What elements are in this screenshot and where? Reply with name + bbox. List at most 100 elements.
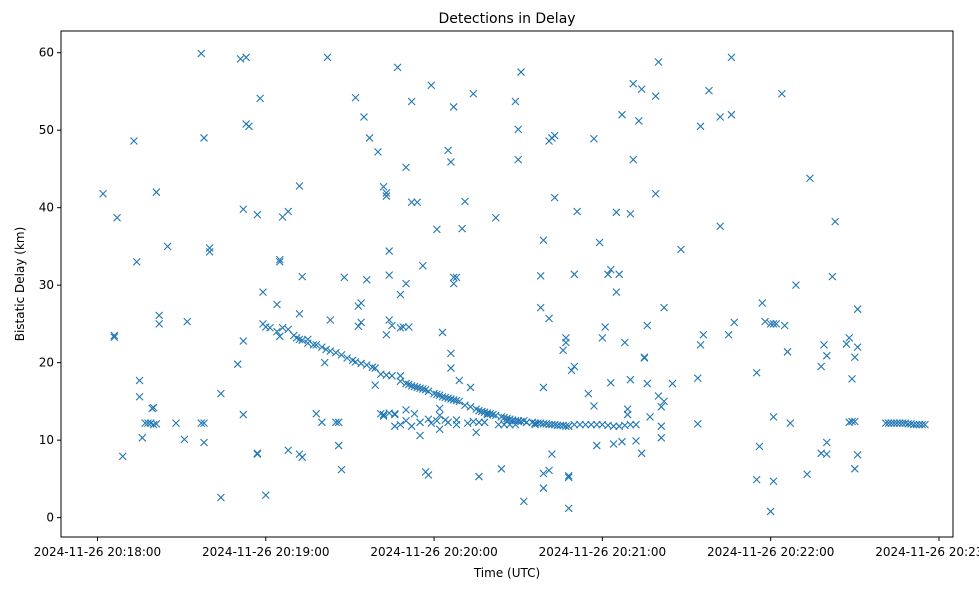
data-point [447, 364, 455, 372]
data-point [466, 383, 475, 392]
data-point [668, 379, 677, 388]
data-point [629, 79, 638, 88]
data-point [786, 419, 795, 427]
data-point [654, 58, 663, 66]
data-point [503, 414, 511, 423]
data-point [559, 346, 567, 355]
data-point [912, 420, 921, 429]
data-point [205, 247, 214, 256]
data-point [253, 450, 262, 458]
data-point [444, 146, 452, 155]
data-point [632, 420, 640, 429]
data-point [441, 393, 450, 402]
data-point [357, 359, 366, 368]
data-point [455, 376, 464, 385]
data-point [519, 497, 528, 506]
data-point [239, 337, 248, 345]
data-point [881, 419, 890, 427]
data-point [486, 409, 495, 418]
chart-title: Detections in Delay [438, 11, 575, 27]
data-point [850, 417, 859, 426]
y-tick-label: 20 [39, 356, 54, 370]
data-point [716, 222, 725, 231]
data-point [261, 323, 270, 331]
plot-area [60, 30, 954, 538]
data-point [418, 385, 427, 393]
data-point [550, 131, 559, 140]
data-point [334, 418, 343, 427]
data-point [783, 347, 792, 356]
data-point [564, 471, 573, 480]
data-point [155, 320, 164, 328]
data-point [149, 403, 158, 412]
data-point [371, 381, 380, 390]
data-point [138, 433, 147, 442]
data-point [651, 92, 660, 100]
data-point [612, 208, 621, 217]
data-point [432, 416, 441, 425]
data-point [447, 349, 455, 358]
data-point [693, 374, 702, 383]
data-point [416, 384, 424, 393]
data-point [435, 404, 444, 413]
data-point [407, 382, 416, 390]
data-point [803, 470, 812, 479]
data-point [385, 271, 394, 279]
data-point [374, 147, 382, 156]
data-point [135, 376, 144, 385]
data-point [362, 275, 371, 284]
x-tick-label: 2024-11-26 20:18:00 [34, 545, 161, 559]
data-point [489, 410, 497, 419]
data-point [601, 323, 610, 331]
data-point [362, 361, 371, 369]
data-point [494, 420, 503, 429]
data-point [183, 317, 192, 326]
data-point [197, 419, 206, 427]
data-point [452, 416, 461, 424]
data-point [475, 472, 483, 481]
data-point [758, 299, 767, 307]
data-point [197, 49, 206, 58]
data-point [626, 420, 635, 429]
data-point [531, 420, 539, 429]
data-point [149, 420, 158, 429]
data-point [259, 288, 267, 297]
data-point [435, 425, 444, 434]
data-point [99, 189, 107, 198]
data-point [295, 182, 304, 190]
data-point [646, 413, 654, 421]
data-point [500, 420, 509, 429]
data-point [360, 113, 368, 121]
data-point [828, 272, 837, 281]
data-point [172, 419, 180, 427]
data-point [752, 368, 761, 377]
data-point [609, 422, 618, 431]
plot-frame [60, 30, 954, 538]
data-point [396, 323, 405, 332]
data-point [239, 410, 248, 419]
data-point [893, 419, 901, 427]
data-point [461, 401, 469, 410]
x-tick-label: 2024-11-26 20:22:00 [707, 545, 834, 559]
data-point [216, 493, 225, 502]
data-point [587, 420, 596, 429]
data-point [312, 340, 321, 349]
y-axis: 0 10 20 30 40 50 60 [39, 46, 61, 525]
data-point [113, 213, 121, 222]
data-point [573, 207, 582, 216]
data-point [317, 343, 326, 352]
data-point [915, 420, 924, 429]
data-point [447, 395, 455, 403]
data-point [418, 261, 427, 270]
data-point [432, 225, 441, 234]
data-point [570, 270, 579, 279]
data-point [205, 244, 214, 252]
data-point [724, 330, 733, 339]
data-point [317, 418, 326, 427]
data-point [545, 420, 553, 429]
data-point [427, 81, 436, 90]
data-point [458, 224, 467, 233]
data-point [413, 198, 422, 207]
data-point [581, 420, 590, 429]
data-point [236, 55, 245, 63]
